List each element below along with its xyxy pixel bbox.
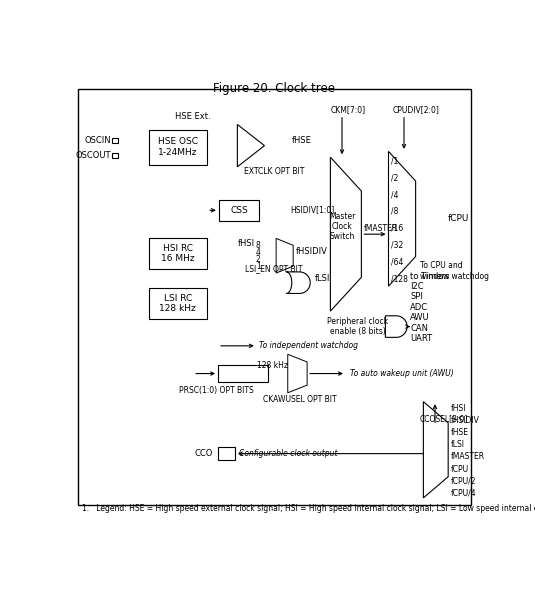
Text: fCPU: fCPU [448, 214, 470, 223]
Text: fCPU/2: fCPU/2 [450, 477, 476, 486]
Text: CCOSEL[3:0]: CCOSEL[3:0] [419, 414, 468, 423]
Text: to Timers
I2C
SPI
ADC
AWU
CAN
UART: to Timers I2C SPI ADC AWU CAN UART [410, 272, 449, 343]
Text: Peripheral clock
enable (8 bits): Peripheral clock enable (8 bits) [327, 317, 388, 336]
Text: 8: 8 [256, 241, 261, 250]
Polygon shape [288, 355, 307, 393]
Bar [218, 365, 269, 382]
Bar [78, 89, 471, 505]
Text: LSI_EN OPT BIT: LSI_EN OPT BIT [245, 265, 303, 274]
Polygon shape [388, 152, 416, 286]
Bar [149, 130, 207, 165]
Text: 1.   Legend: HSE = High speed external clock signal; HSI = High speed internal c: 1. Legend: HSE = High speed external clo… [82, 504, 535, 513]
Bar [112, 138, 118, 143]
Text: To independent watchdog: To independent watchdog [259, 341, 358, 350]
Text: fHSE: fHSE [450, 428, 469, 437]
Polygon shape [385, 316, 407, 338]
Text: CPUDIV[2:0]: CPUDIV[2:0] [392, 105, 439, 114]
Bar [149, 238, 207, 269]
Text: HSE OSC
1-24MHz: HSE OSC 1-24MHz [158, 138, 198, 157]
Bar [218, 448, 235, 460]
Text: fMASTER: fMASTER [364, 223, 398, 233]
Text: 128 kHz: 128 kHz [257, 361, 288, 370]
Text: /128: /128 [391, 275, 408, 284]
Polygon shape [238, 124, 264, 167]
Text: CSS: CSS [230, 206, 248, 215]
Bar [149, 288, 207, 319]
Bar [219, 199, 259, 221]
Text: 2: 2 [256, 255, 261, 264]
Text: CKAWUSEL OPT BIT: CKAWUSEL OPT BIT [263, 395, 336, 404]
Text: HSIDIV[1:0]: HSIDIV[1:0] [290, 205, 334, 214]
Text: HSI RC
16 MHz: HSI RC 16 MHz [161, 244, 195, 263]
Text: /64: /64 [391, 258, 403, 267]
Text: PRSC(1:0) OPT BITS: PRSC(1:0) OPT BITS [179, 386, 254, 395]
Text: fHSI: fHSI [450, 404, 466, 413]
Text: Configurable clock output: Configurable clock output [239, 449, 338, 458]
Text: /16: /16 [391, 224, 403, 233]
Text: /4: /4 [391, 190, 399, 199]
Polygon shape [423, 402, 448, 498]
Text: 1: 1 [256, 262, 261, 271]
Text: HSE Ext.: HSE Ext. [175, 112, 211, 121]
Bar [112, 153, 118, 158]
Text: fHSIDIV: fHSIDIV [450, 416, 479, 425]
Text: LSI RC
128 kHz: LSI RC 128 kHz [159, 294, 196, 313]
Text: fHSIDIV: fHSIDIV [295, 246, 327, 255]
Text: fCPU/4: fCPU/4 [450, 489, 476, 498]
Text: EXTCLK OPT BIT: EXTCLK OPT BIT [243, 167, 304, 176]
Text: Master
Clock
Switch: Master Clock Switch [329, 211, 355, 242]
Text: CCO: CCO [194, 449, 212, 458]
Polygon shape [276, 239, 293, 273]
Polygon shape [331, 157, 361, 311]
Text: fHSE: fHSE [292, 136, 311, 145]
Text: fCPU: fCPU [450, 464, 469, 474]
Text: OSCOUT: OSCOUT [75, 151, 111, 160]
Text: CKM[7:0]: CKM[7:0] [331, 105, 365, 114]
Text: fMASTER: fMASTER [450, 452, 485, 461]
Text: fHSI: fHSI [238, 239, 255, 248]
Text: Figure 20. Clock tree: Figure 20. Clock tree [213, 82, 335, 95]
Text: fLSI: fLSI [450, 440, 464, 449]
Text: fLSI: fLSI [315, 274, 330, 283]
Text: /8: /8 [391, 207, 398, 216]
Text: /1: /1 [391, 156, 398, 165]
Text: To CPU and
window watchdog: To CPU and window watchdog [419, 262, 488, 281]
Text: To auto wakeup unit (AWU): To auto wakeup unit (AWU) [350, 369, 454, 378]
Text: /2: /2 [391, 173, 398, 182]
Polygon shape [286, 272, 310, 294]
Text: OSCIN: OSCIN [85, 136, 111, 145]
Text: 4: 4 [256, 248, 261, 257]
Text: /32: /32 [391, 241, 403, 250]
